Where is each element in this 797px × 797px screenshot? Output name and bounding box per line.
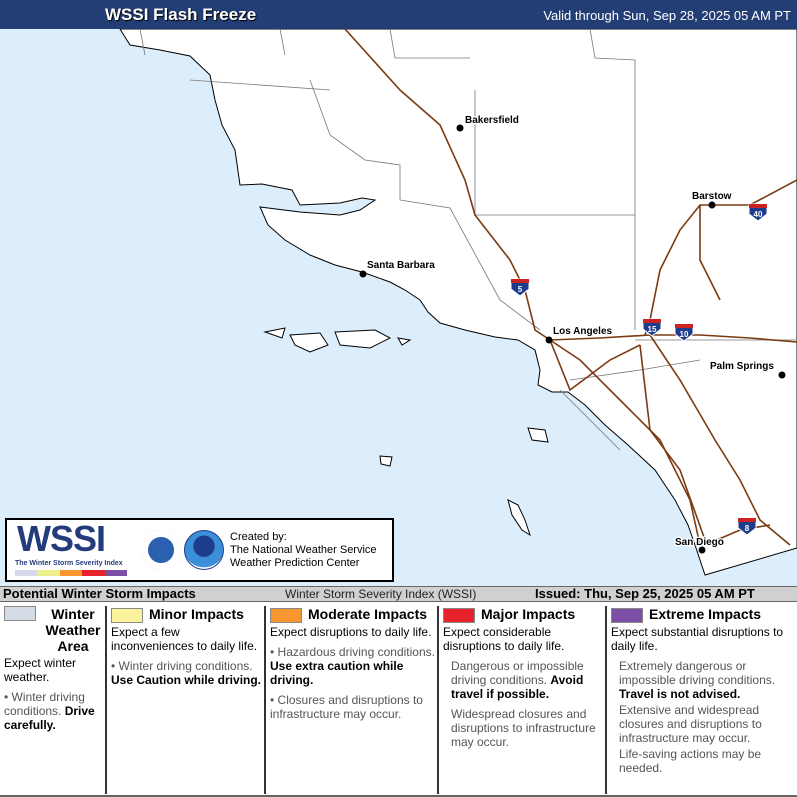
legend-bullet: • Winter driving conditions. Drive caref… — [4, 690, 95, 732]
noaa-logo-icon — [184, 530, 224, 570]
swatch-moderate — [270, 608, 302, 624]
city-dot — [359, 270, 367, 278]
interstate-40-label: 40 — [754, 210, 763, 219]
legend-title: Extreme Impacts — [649, 606, 762, 622]
issued-time: Issued: Thu, Sep 25, 2025 05 AM PT — [535, 586, 755, 601]
impact-legend: Winter Weather Area Expect winter weathe… — [0, 602, 797, 797]
swatch-winter — [4, 606, 36, 621]
legend-desc: Expect substantial disruptions to daily … — [611, 625, 784, 654]
legend-bullet: • Closures and disruptions to infrastruc… — [270, 693, 423, 722]
city-dot — [708, 201, 716, 209]
valid-time: Valid through Sun, Sep 28, 2025 05 AM PT — [543, 8, 791, 23]
credits-box: WSSI The Winter Storm Severity Index Cre… — [5, 518, 394, 582]
info-bar: Potential Winter Storm Impacts Winter St… — [0, 586, 797, 602]
legend-bullet: Extensive and widespread closures and di… — [619, 703, 762, 746]
legend-title: Major Impacts — [481, 606, 576, 622]
swatch-major — [443, 608, 475, 624]
org-nws: The National Weather Service — [230, 544, 377, 556]
legend-bullet: Dangerous or impossible driving conditio… — [451, 659, 584, 702]
map[interactable]: 40 5 15 10 8 Bakersfield Barstow Santa B… — [0, 29, 797, 586]
legend-desc: Expect considerable disruptions to daily… — [443, 625, 565, 654]
interstate-10-label: 10 — [680, 330, 689, 339]
wssi-subtitle: The Winter Storm Severity Index — [15, 560, 123, 567]
index-name: Winter Storm Severity Index (WSSI) — [285, 587, 477, 601]
county-borders — [139, 29, 797, 451]
swatch-extreme — [611, 608, 643, 624]
city-dot — [778, 371, 786, 379]
legend-bullet: Life-saving actions may be needed. — [619, 747, 762, 776]
city-dot — [456, 124, 464, 132]
land — [119, 29, 797, 576]
legend-desc: Expect winter weather. — [4, 656, 77, 684]
legend-desc: Expect a few inconveniences to daily lif… — [111, 625, 258, 654]
legend-bullet: • Hazardous driving conditions. Use extr… — [270, 645, 435, 688]
legend-moderate: Moderate Impacts Expect disruptions to d… — [264, 606, 436, 794]
legend-title: Minor Impacts — [149, 606, 244, 622]
wssi-logo: WSSI — [17, 518, 106, 559]
city-dot — [545, 336, 553, 344]
legend-bullet: • Winter driving conditions. Use Caution… — [111, 659, 262, 688]
cities: Bakersfield Barstow Santa Barbara Los An… — [359, 114, 786, 554]
city-san-diego: San Diego — [675, 537, 724, 548]
legend-bullet: Widespread closures and disruptions to i… — [451, 707, 596, 750]
map-title: WSSI Flash Freeze — [105, 5, 257, 24]
legend-desc: Expect disruptions to daily life. — [270, 625, 432, 640]
city-dot — [698, 546, 706, 554]
nws-seal-icon — [141, 530, 181, 570]
legend-minor: Minor Impacts Expect a few inconvenience… — [105, 606, 265, 794]
impacts-heading: Potential Winter Storm Impacts — [3, 586, 196, 601]
legend-major: Major Impacts Expect considerable disrup… — [437, 606, 605, 794]
interstate-15-label: 15 — [648, 325, 657, 334]
org-wpc: Weather Prediction Center — [230, 557, 360, 569]
city-santa-barbara: Santa Barbara — [367, 260, 435, 271]
legend-title: Moderate Impacts — [308, 606, 428, 622]
legend-extreme: Extreme Impacts Expect substantial disru… — [605, 606, 797, 794]
legend-winter-weather-area: Winter Weather Area Expect winter weathe… — [4, 606, 104, 794]
swatch-minor — [111, 608, 143, 624]
city-bakersfield: Bakersfield — [465, 115, 519, 126]
islands — [263, 327, 549, 537]
interstate-5-label: 5 — [518, 285, 523, 294]
legend-title: Winter Weather Area — [45, 606, 101, 654]
city-los-angeles: Los Angeles — [553, 326, 613, 337]
interstate-8-label: 8 — [745, 524, 750, 533]
legend-bullet: Extremely dangerous or impossible drivin… — [619, 659, 776, 702]
roads — [344, 29, 797, 546]
city-palm-springs: Palm Springs — [710, 361, 774, 372]
interstate-shields: 40 5 15 10 8 — [510, 203, 768, 536]
city-barstow: Barstow — [692, 191, 732, 202]
created-by: Created by: — [230, 531, 287, 543]
wssi-color-bar — [15, 570, 128, 576]
header: WSSI Flash Freeze Valid through Sun, Sep… — [0, 0, 797, 29]
